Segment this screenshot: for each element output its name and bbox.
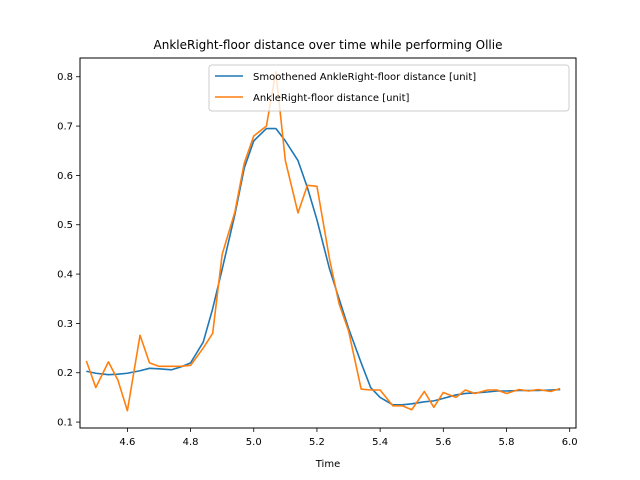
legend: Smoothened AnkleRight-floor distance [un… <box>208 64 570 112</box>
chart-title: AnkleRight-floor distance over time whil… <box>154 38 503 52</box>
y-tick-label: 0.3 <box>57 319 73 330</box>
x-tick-label: 5.4 <box>372 437 388 448</box>
legend-label-smoothened: Smoothened AnkleRight-floor distance [un… <box>253 72 476 83</box>
series-line-1 <box>85 71 561 412</box>
legend-label-raw: AnkleRight-floor distance [unit] <box>253 93 409 104</box>
x-tick-label: 5.2 <box>309 437 325 448</box>
y-axis-ticks: 0.1 0.2 0.3 0.4 0.5 0.6 0.7 0.8 <box>57 72 80 429</box>
y-tick-label: 0.4 <box>57 270 73 281</box>
x-tick-label: 5.6 <box>435 437 451 448</box>
y-tick-label: 0.8 <box>57 72 73 83</box>
x-tick-label: 5.8 <box>499 437 515 448</box>
series-lines <box>85 71 561 412</box>
y-tick-label: 0.5 <box>57 220 73 231</box>
x-tick-label: 5.0 <box>246 437 262 448</box>
y-tick-label: 0.6 <box>57 171 73 182</box>
x-tick-label: 4.8 <box>183 437 199 448</box>
y-tick-label: 0.7 <box>57 122 73 133</box>
x-tick-label: 6.0 <box>562 437 578 448</box>
x-axis-ticks: 4.6 4.8 5.0 5.2 5.4 5.6 5.8 6.0 <box>119 428 578 448</box>
y-tick-label: 0.2 <box>57 368 73 379</box>
plot-frame <box>79 57 577 429</box>
y-tick-label: 0.1 <box>57 418 73 429</box>
x-tick-label: 4.6 <box>119 437 135 448</box>
legend-box <box>208 64 570 112</box>
x-axis-label: Time <box>315 459 340 470</box>
